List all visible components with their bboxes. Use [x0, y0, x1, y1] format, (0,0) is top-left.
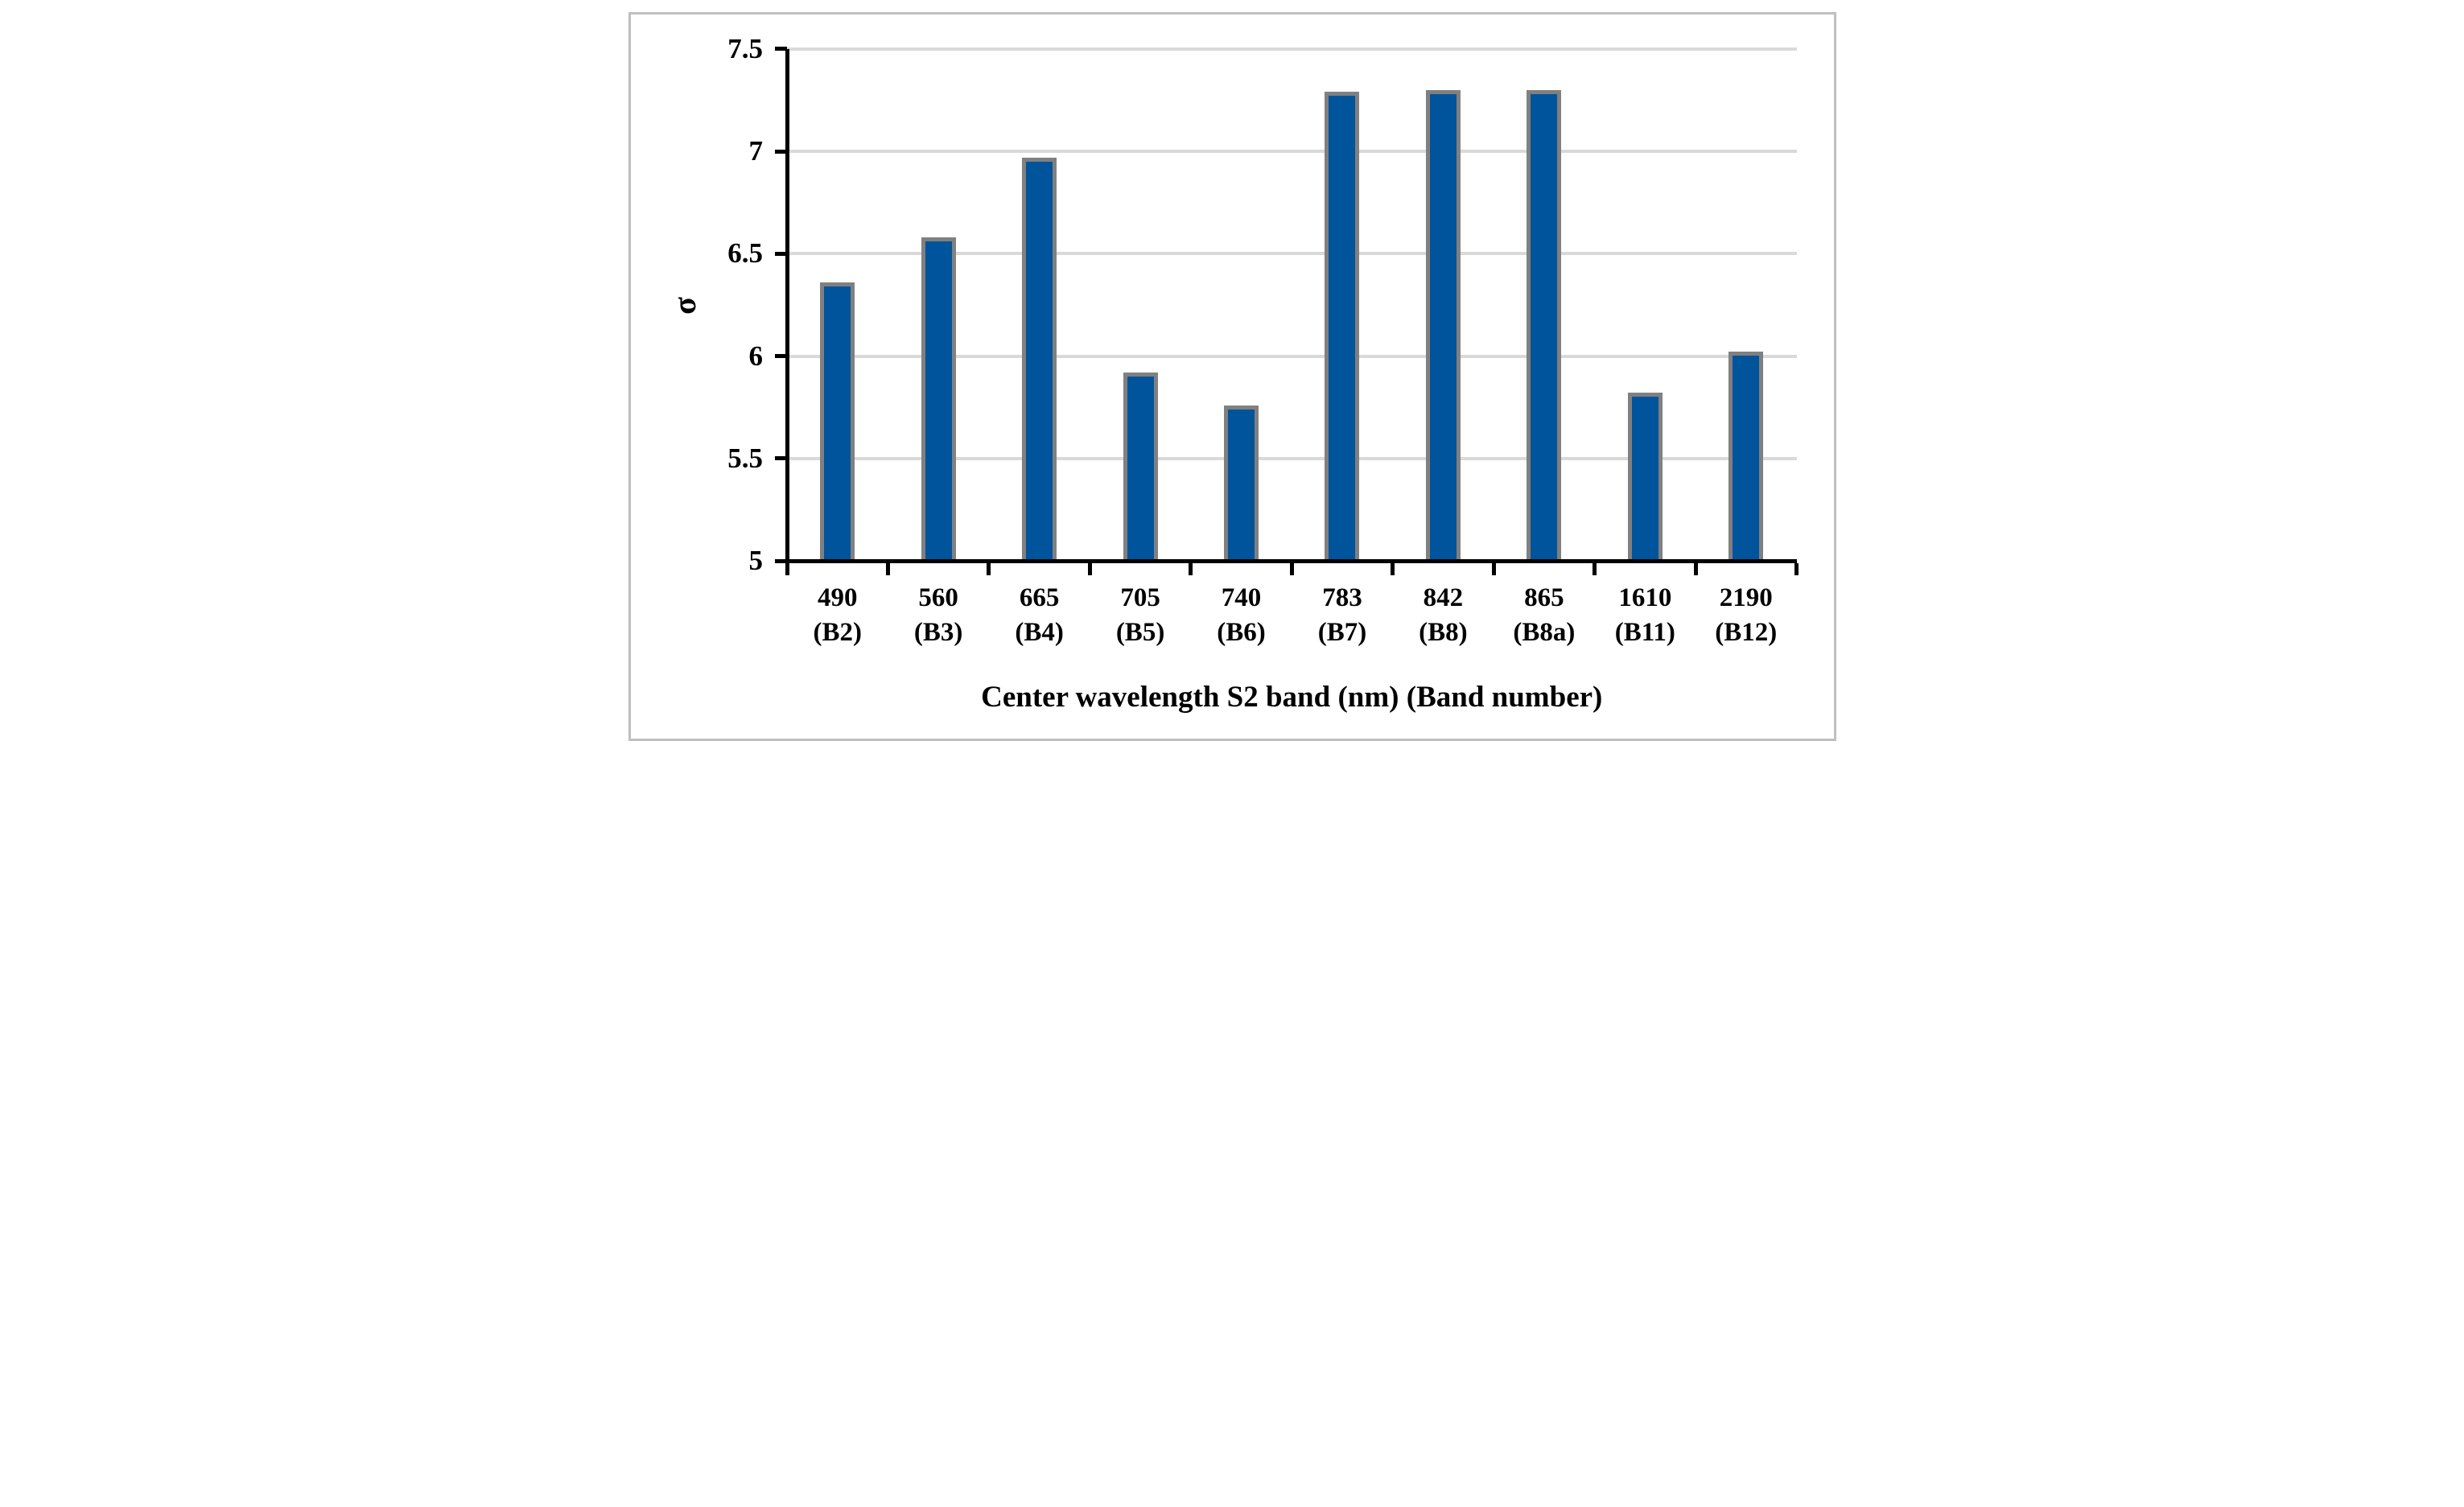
y-tick-label: 5.5 — [727, 442, 763, 474]
plot-area: 5 5.5 6 6.5 7 7.5 490 (B2) 560 (B3) 665 (B4) 705… — [616, 0, 1848, 753]
gridline — [787, 150, 1797, 153]
bar-B12 — [1729, 352, 1764, 561]
bar-B3 — [921, 237, 956, 561]
x-axis-tick — [1491, 562, 1496, 575]
x-tick-label: 865 (B8a) — [1513, 583, 1576, 647]
y-tick-label: 6 — [748, 340, 764, 372]
figure-border — [628, 12, 1836, 741]
x-axis-tick — [785, 562, 789, 575]
x-tick-label: 2190 (B12) — [1715, 583, 1778, 647]
x-axis-line — [785, 558, 1797, 563]
y-axis-tick — [775, 354, 787, 358]
y-axis-title: σ — [665, 297, 703, 315]
gridline — [787, 354, 1797, 358]
y-tick-label: 5 — [748, 545, 764, 576]
x-axis-tick — [885, 562, 890, 575]
y-tick-label: 6.5 — [727, 237, 763, 270]
bar-B11 — [1627, 393, 1663, 561]
bar-B7 — [1325, 92, 1360, 561]
bar-B2 — [820, 282, 855, 561]
y-axis-tick — [775, 149, 787, 154]
x-tick-label: 1610 (B11) — [1614, 583, 1675, 647]
x-axis-tick — [1794, 562, 1799, 575]
x-axis-title: Center wavelength S2 band (nm) (Band num… — [981, 681, 1603, 714]
x-tick-label: 560 (B3) — [913, 583, 963, 647]
x-axis-tick — [1189, 562, 1193, 575]
gridline — [787, 456, 1797, 460]
gridline — [787, 252, 1797, 256]
x-axis-tick — [1391, 562, 1395, 575]
x-axis-tick — [1087, 562, 1092, 575]
x-tick-label: 490 (B2) — [813, 583, 862, 647]
x-tick-label: 842 (B8) — [1419, 583, 1468, 647]
x-tick-label: 740 (B6) — [1217, 583, 1266, 647]
bar-B5 — [1123, 372, 1158, 561]
y-axis-tick — [775, 251, 787, 256]
bar-B8 — [1425, 89, 1461, 561]
x-tick-label: 705 (B5) — [1115, 583, 1165, 647]
y-axis-line — [785, 49, 789, 563]
bar-B6 — [1224, 405, 1259, 561]
x-axis-tick — [1289, 562, 1294, 575]
x-axis-tick — [1693, 562, 1698, 575]
y-axis-tick — [775, 456, 787, 461]
y-tick-label: 7.5 — [727, 32, 763, 64]
x-axis-tick — [987, 562, 991, 575]
y-axis-tick — [775, 47, 787, 51]
chart-canvas: 5 5.5 6 6.5 7 7.5 490 (B2) 560 (B3) 665 (B4) 705… — [616, 0, 1848, 753]
x-axis-tick — [1593, 562, 1597, 575]
gridline — [787, 47, 1797, 51]
bar-B8a — [1527, 89, 1562, 561]
x-tick-label: 783 (B7) — [1317, 583, 1367, 647]
bar-B4 — [1022, 157, 1057, 561]
x-tick-label: 665 (B4) — [1015, 583, 1064, 647]
y-tick-label: 7 — [748, 135, 764, 167]
y-axis-tick — [775, 558, 787, 563]
